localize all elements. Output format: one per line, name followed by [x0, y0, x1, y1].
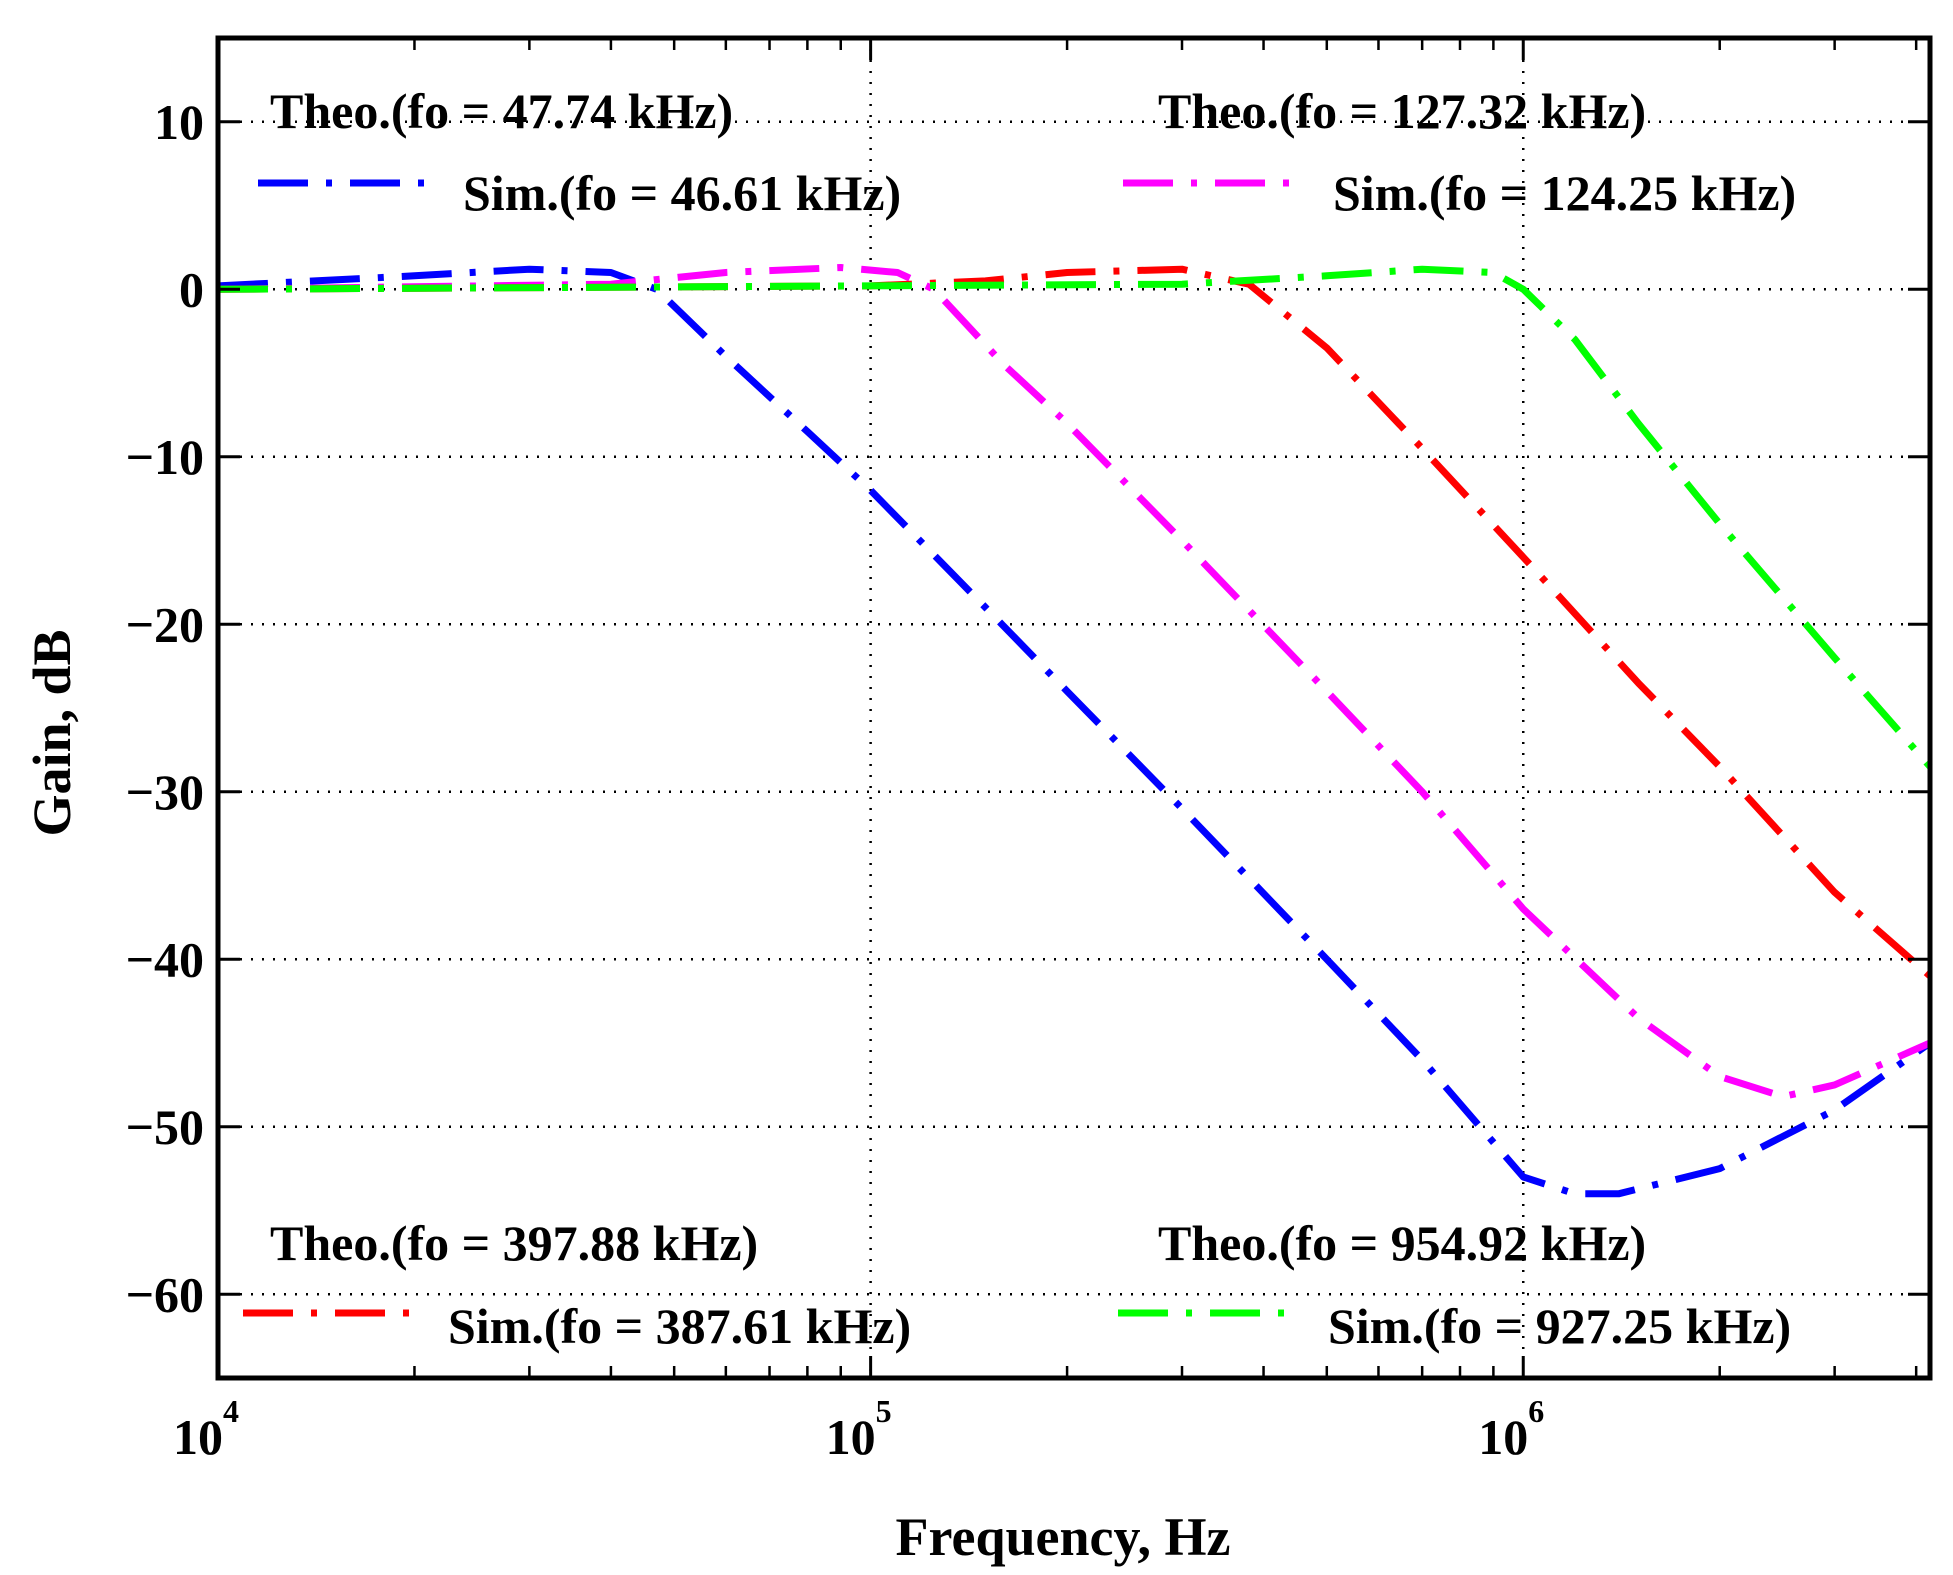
series-line-2 — [217, 264, 1932, 1101]
y-tick-label: −10 — [126, 429, 205, 485]
legend-top-left: Theo.(fo = 47.74 kHz) Sim.(fo = 46.61 kH… — [258, 83, 901, 221]
y-tick-label: −30 — [126, 764, 205, 820]
x-axis-label: Frequency, Hz — [896, 1507, 1231, 1567]
legend-theo-label: Theo.(fo = 127.32 kHz) — [1158, 83, 1646, 139]
y-tick-label: −40 — [126, 931, 205, 987]
legend-sim-label: Sim.(fo = 387.61 kHz) — [448, 1298, 911, 1354]
y-tick-label: −50 — [126, 1099, 205, 1155]
y-tick-label: 10 — [154, 94, 204, 150]
y-tick-label: −20 — [126, 596, 205, 652]
grid-lines — [218, 38, 1930, 1378]
series-line-4 — [217, 265, 1933, 769]
legend-theo-label: Theo.(fo = 954.92 kHz) — [1158, 1215, 1646, 1271]
x-tick-label: 105 — [826, 1393, 892, 1465]
x-tick-label: 106 — [1478, 1393, 1544, 1465]
legend-sim-label: Sim.(fo = 124.25 kHz) — [1333, 165, 1796, 221]
legend-sim-label: Sim.(fo = 46.61 kHz) — [463, 165, 901, 221]
legend-bottom-left: Theo.(fo = 397.88 kHz) Sim.(fo = 387.61 … — [243, 1215, 911, 1354]
y-tick-label: 0 — [179, 261, 204, 317]
legend-bottom-right: Theo.(fo = 954.92 kHz) Sim.(fo = 927.25 … — [1118, 1215, 1791, 1354]
legend-sim-label: Sim.(fo = 927.25 kHz) — [1328, 1298, 1791, 1354]
legend-top-right: Theo.(fo = 127.32 kHz) Sim.(fo = 124.25 … — [1123, 83, 1796, 221]
data-series — [217, 264, 1933, 1198]
series-line-1 — [217, 265, 1933, 1198]
legend-theo-label: Theo.(fo = 47.74 kHz) — [270, 83, 733, 139]
x-tick-label: 104 — [173, 1393, 239, 1465]
legend-theo-label: Theo.(fo = 397.88 kHz) — [270, 1215, 758, 1271]
y-tick-label: −60 — [126, 1266, 205, 1322]
plot-frame — [215, 35, 1933, 1381]
series-line-3 — [217, 265, 1933, 979]
y-axis-label: Gain, dB — [22, 629, 82, 836]
